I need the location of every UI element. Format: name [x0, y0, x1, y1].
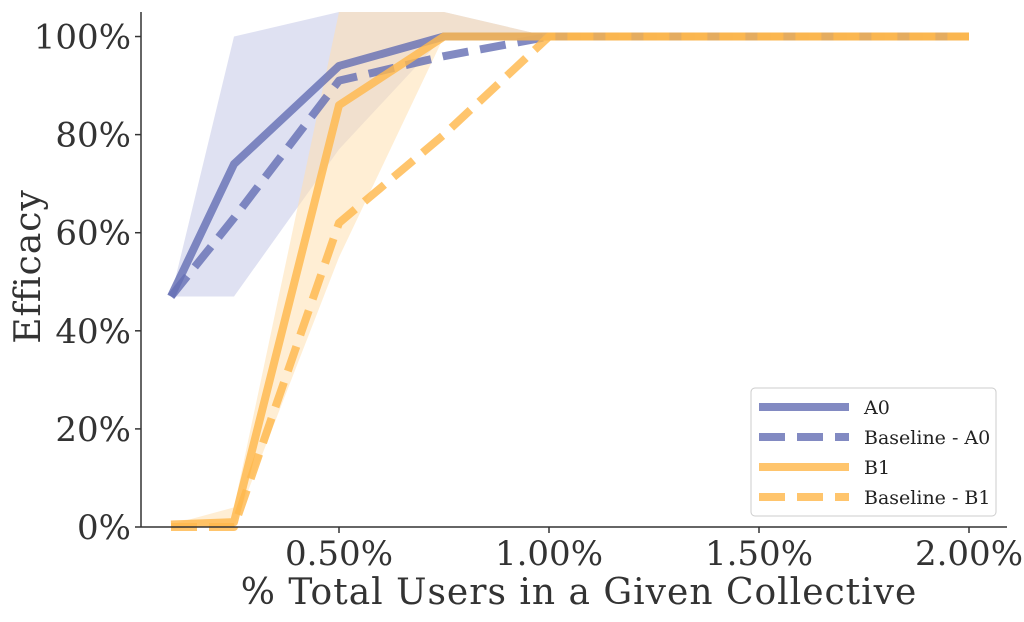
legend-label: Baseline - B1 [864, 487, 990, 509]
x-tick-label: 0.50% [285, 534, 393, 574]
x-ticks: 0.50% 1.00% 1.50% 2.00% [285, 527, 1023, 574]
y-tick-label: 100% [34, 18, 131, 58]
legend-box [750, 387, 997, 517]
y-axis-title: Efficacy [8, 189, 49, 344]
legend: A0 Baseline - A0 B1 Baseline - B1 [750, 387, 997, 517]
axes [140, 12, 1007, 528]
x-tick-label: 1.00% [495, 534, 603, 574]
x-axis-title: % Total Users in a Given Collective [241, 572, 918, 613]
y-tick-label: 0% [77, 508, 131, 548]
y-tick-label: 40% [55, 312, 131, 352]
legend-label: B1 [864, 457, 890, 479]
y-tick-label: 80% [55, 116, 131, 156]
y-tick-label: 20% [55, 410, 131, 450]
y-tick-label: 60% [55, 214, 131, 254]
y-ticks: 0% 20% 40% 60% 80% 100% [34, 18, 141, 548]
x-tick-label: 1.50% [705, 534, 813, 574]
legend-label: A0 [863, 397, 890, 419]
legend-label: Baseline - A0 [864, 427, 990, 449]
confidence-band [171, 12, 969, 527]
x-tick-label: 2.00% [915, 534, 1023, 574]
